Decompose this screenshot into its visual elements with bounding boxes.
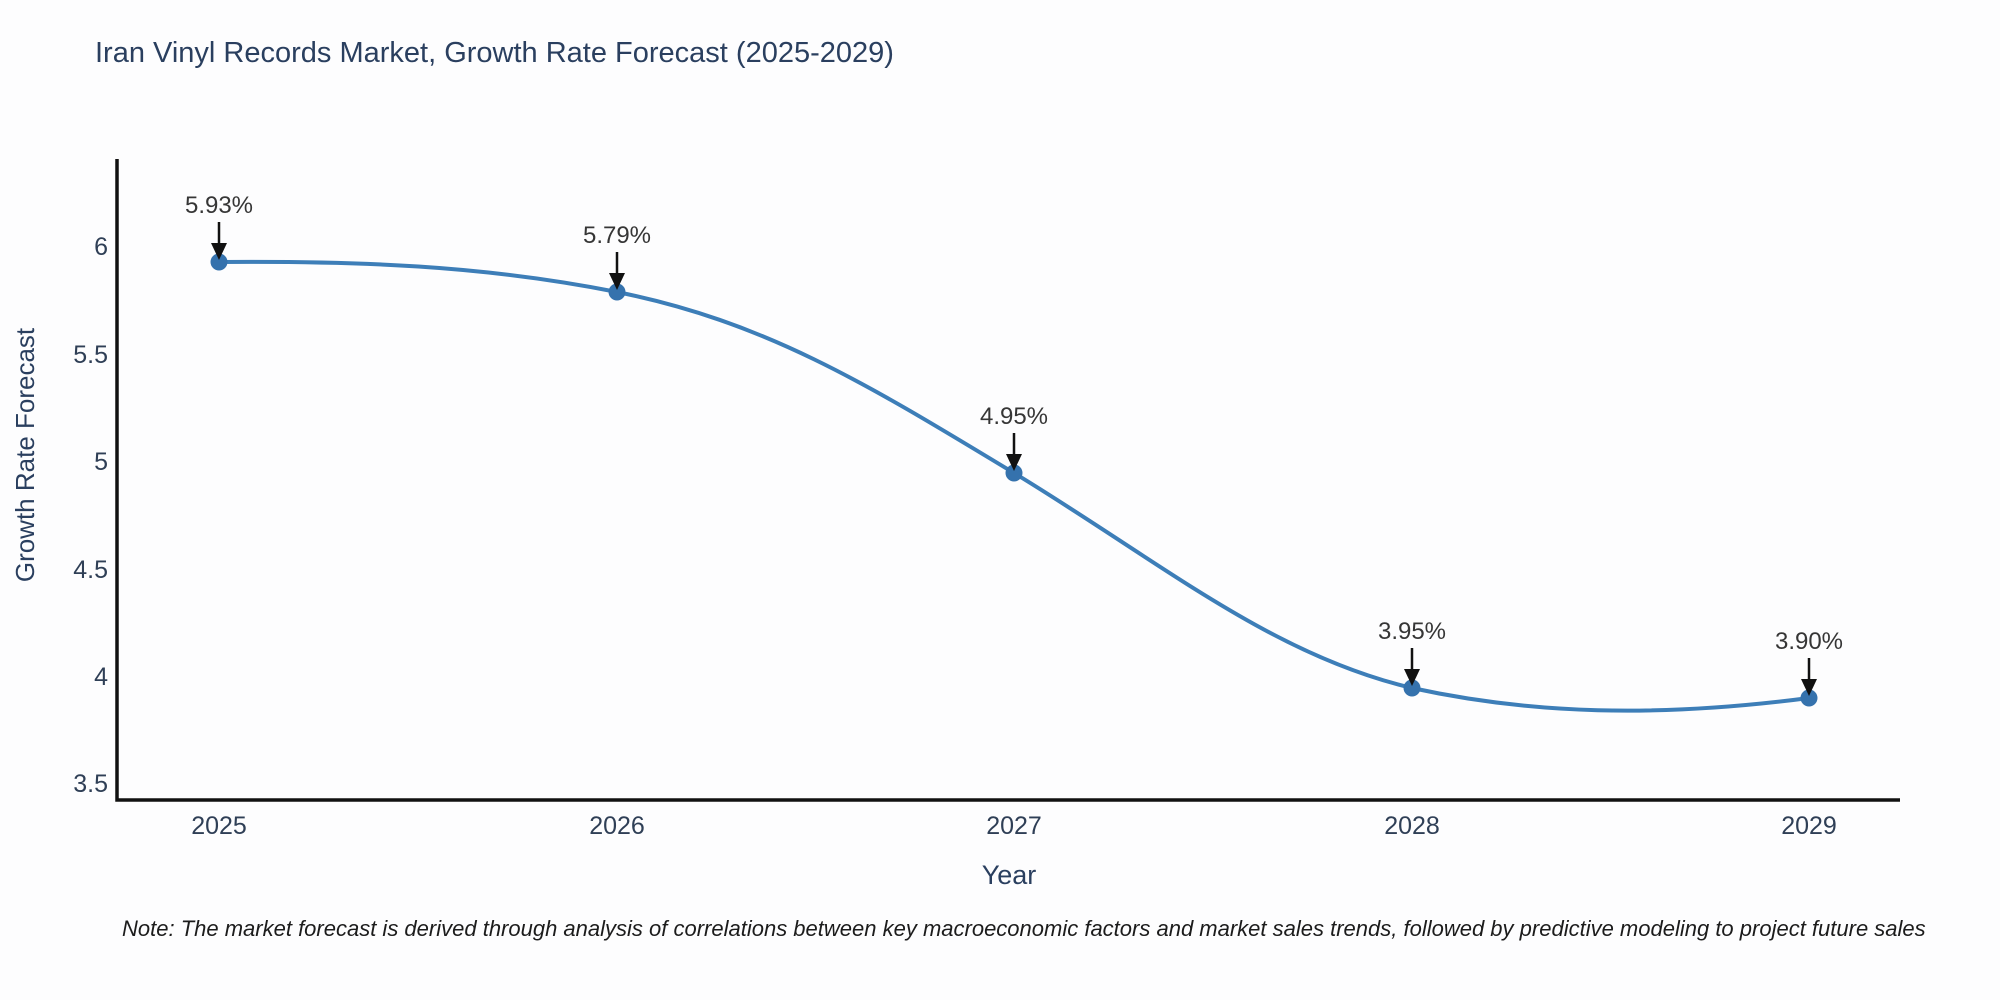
x-axis-title: Year xyxy=(981,860,1037,890)
data-point-2025 xyxy=(210,253,228,271)
annotation-arrow-2025 xyxy=(211,222,227,260)
axis-lines xyxy=(115,159,1900,802)
y-tick-5-5: 5.5 xyxy=(73,341,108,369)
annotation-label-2028: 3.95% xyxy=(1377,618,1447,645)
annotation-label-2027: 4.95% xyxy=(979,403,1049,430)
x-tick-2027: 2027 xyxy=(986,812,1042,840)
trend-line xyxy=(217,259,1811,713)
annotation-label-2029: 3.90% xyxy=(1774,628,1844,655)
data-point-2026 xyxy=(608,283,626,301)
y-tick-4-5: 4.5 xyxy=(73,556,108,584)
annotation-arrow-2027 xyxy=(1006,433,1022,471)
annotation-arrow-2029 xyxy=(1801,658,1817,696)
annotation-label-2025: 5.93% xyxy=(184,192,254,219)
x-tick-2025: 2025 xyxy=(191,812,247,840)
y-axis-title: Growth Rate Forecast xyxy=(10,327,40,583)
annotation-arrow-2026 xyxy=(609,252,625,290)
chart-title: Iran Vinyl Records Market, Growth Rate F… xyxy=(95,37,894,69)
data-point-2029 xyxy=(1800,689,1818,707)
annotation-label-2026: 5.79% xyxy=(582,222,652,249)
y-tick-4: 4 xyxy=(94,663,108,691)
x-tick-2026: 2026 xyxy=(589,812,645,840)
footnote: Note: The market forecast is derived thr… xyxy=(122,916,1926,941)
x-tick-2029: 2029 xyxy=(1781,812,1837,840)
y-tick-6: 6 xyxy=(94,233,108,261)
data-point-2027 xyxy=(1005,464,1023,482)
x-tick-2028: 2028 xyxy=(1384,812,1440,840)
y-tick-3-5: 3.5 xyxy=(73,770,108,798)
y-tick-5: 5 xyxy=(94,448,108,476)
annotation-arrow-2028 xyxy=(1404,648,1420,686)
data-point-2028 xyxy=(1403,679,1421,697)
